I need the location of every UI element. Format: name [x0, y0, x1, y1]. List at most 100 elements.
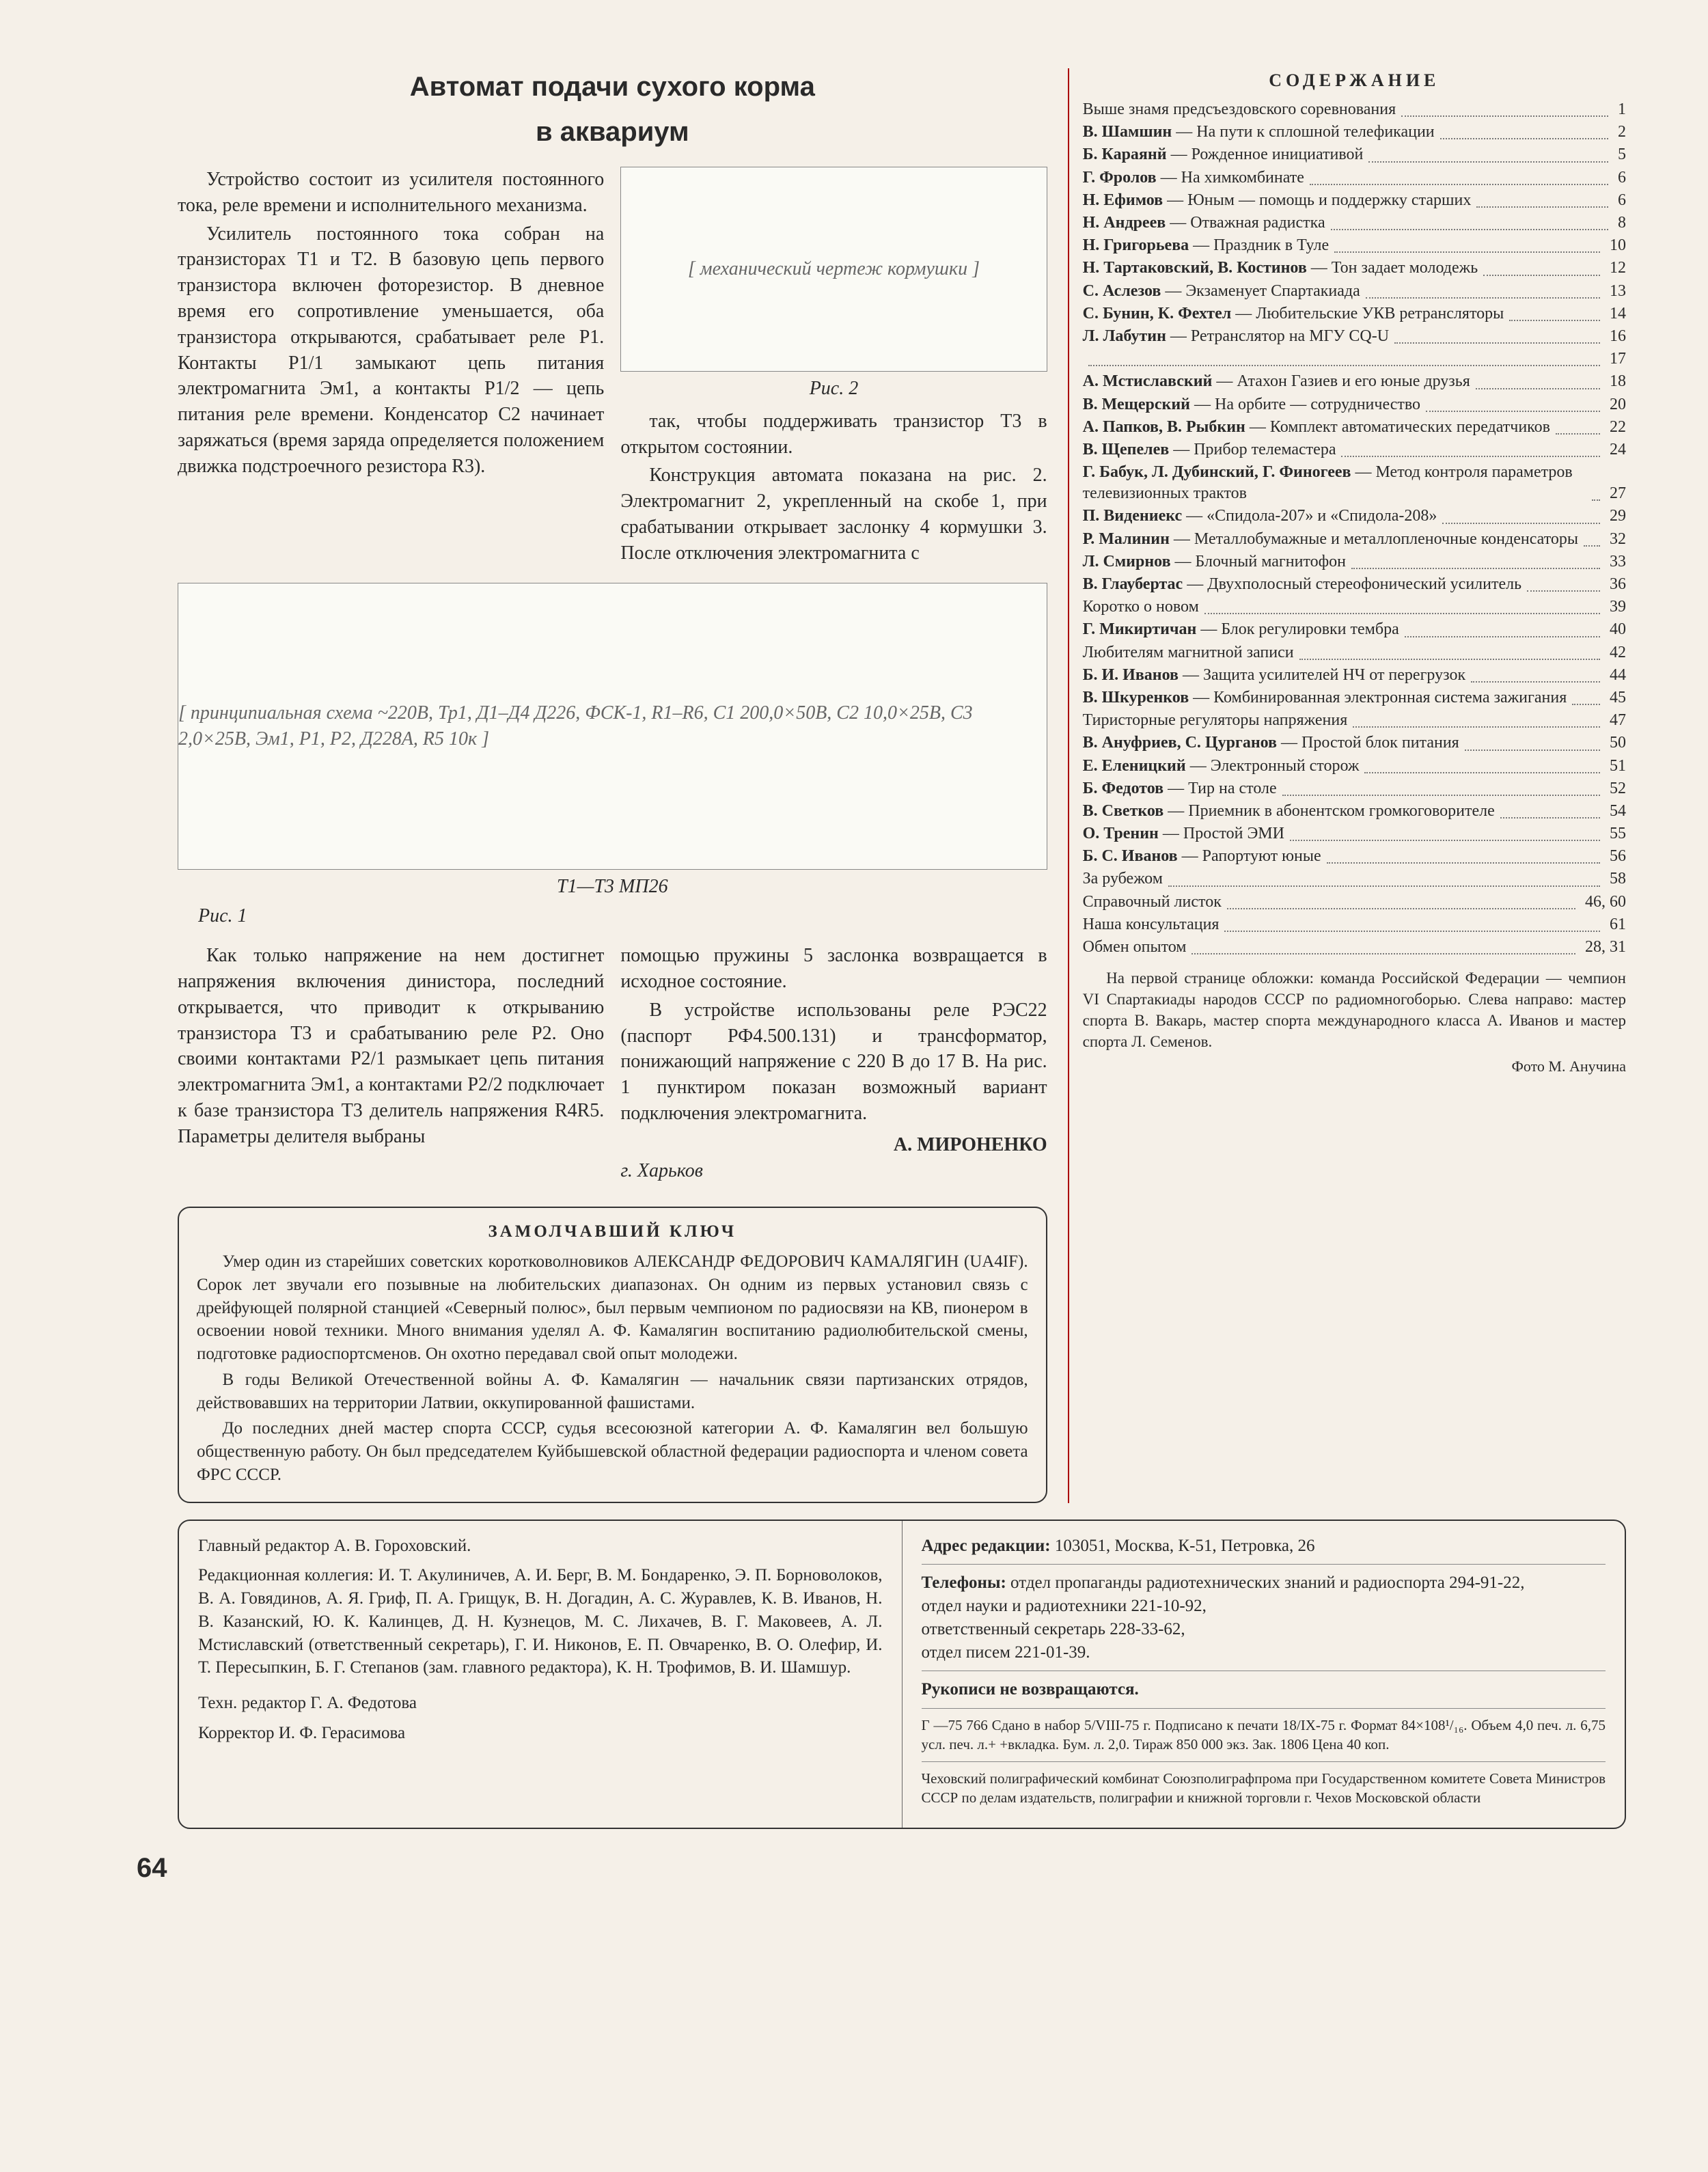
- toc-item-page: 61: [1606, 914, 1626, 935]
- toc-item: В. Глаубертас — Двухполосный стереофонич…: [1083, 574, 1626, 595]
- toc-item-text: Обмен опытом: [1083, 937, 1187, 958]
- toc-item: С. Аслезов — Экзаменует Спартакиада 13: [1083, 281, 1626, 302]
- paragraph: так, чтобы поддерживать транзистор T3 в …: [620, 409, 1047, 460]
- toc-item-page: 13: [1606, 281, 1626, 302]
- toc-item-text: Г. Фролов — На химкомбинате: [1083, 167, 1304, 189]
- toc-dots: [1310, 184, 1608, 185]
- toc-item-page: 18: [1606, 371, 1626, 392]
- toc-dots: [1353, 726, 1600, 728]
- toc-dots: [1471, 681, 1600, 683]
- toc-item-page: 42: [1606, 642, 1626, 663]
- toc-dots: [1442, 523, 1600, 524]
- toc-item: Л. Смирнов — Блочный магнитофон 33: [1083, 551, 1626, 573]
- toc-dots: [1368, 161, 1608, 163]
- paragraph: Усилитель постоянного тока собран на тра…: [178, 221, 604, 480]
- toc-item-page: 56: [1606, 846, 1626, 867]
- toc-item-page: 8: [1614, 212, 1626, 234]
- toc-item-page: 39: [1606, 596, 1626, 618]
- main-column: Автомат подачи сухого корма в аквариум У…: [178, 68, 1047, 1503]
- toc-dots: [1364, 772, 1600, 773]
- article-col-left-2: Как только напряжение на нем достигнет н…: [178, 943, 604, 1183]
- toc-dots: [1366, 297, 1600, 299]
- toc-dots: [1351, 568, 1600, 569]
- toc-item-page: 1: [1614, 99, 1626, 120]
- toc-dots: [1476, 388, 1600, 389]
- schematic-caption: T1—T3 МП26: [178, 874, 1047, 900]
- article-bottom-row: Как только напряжение на нем достигнет н…: [178, 943, 1047, 1183]
- imprint: Г —75 766 Сдано в набор 5/VIII-75 г. Под…: [922, 1716, 1606, 1755]
- toc-item: Выше знамя предсъездовского соревнования…: [1083, 99, 1626, 120]
- toc-item-text: Н. Тартаковский, В. Костинов — Тон задае…: [1083, 258, 1478, 279]
- toc-dots: [1331, 229, 1608, 230]
- article-col-right-2: помощью пружины 5 заслонка возвращается …: [620, 943, 1047, 1183]
- toc-dots: [1299, 659, 1600, 660]
- toc-item-page: 45: [1606, 687, 1626, 709]
- obituary-paragraph: До последних дней мастер спорта СССР, су…: [197, 1417, 1028, 1486]
- figure-2-label: Рис. 2: [620, 376, 1047, 402]
- toc-dots: [1327, 862, 1600, 864]
- toc-item: Л. Лабутин — Ретранслятор на МГУ CQ-U16: [1083, 326, 1626, 347]
- figure-placeholder: [ принципиальная схема ~220В, Тр1, Д1–Д4…: [178, 700, 1047, 752]
- toc-item-page: 33: [1606, 551, 1626, 573]
- toc-item-page: 58: [1606, 868, 1626, 890]
- toc-dots: [1556, 433, 1600, 435]
- toc-item-text: Любителям магнитной записи: [1083, 642, 1294, 663]
- toc-item: В. Ануфриев, С. Цурганов — Простой блок …: [1083, 732, 1626, 754]
- toc-dots: [1334, 251, 1600, 253]
- tech-editor: Техн. редактор Г. А. Федотова: [198, 1692, 883, 1715]
- toc-item-page: 5: [1614, 144, 1626, 165]
- toc-item-text: В. Мещерский — На орбите — сотрудничеств…: [1083, 394, 1420, 415]
- toc-item-text: Тиристорные регуляторы напряжения: [1083, 710, 1348, 731]
- toc-item-text: Коротко о новом: [1083, 596, 1199, 618]
- toc-item: Е. Еленицкий — Электронный сторож51: [1083, 756, 1626, 777]
- toc-item-text: Б. И. Иванов — Защита усилителей НЧ от п…: [1083, 665, 1466, 686]
- toc-dots: [1192, 953, 1575, 954]
- obituary-paragraph: Умер один из старейших советских коротко…: [197, 1250, 1028, 1366]
- toc-dots: [1465, 750, 1600, 751]
- article-subtitle: в аквариум: [178, 113, 1047, 150]
- toc-item: С. Бунин, К. Фехтел — Любительские УКВ р…: [1083, 303, 1626, 325]
- toc-item: Н. Ефимов — Юным — помощь и поддержку ст…: [1083, 190, 1626, 211]
- toc-dots: [1088, 365, 1600, 366]
- toc-item-text: Н. Григорьева — Праздник в Туле: [1083, 235, 1330, 256]
- obituary-paragraph: В годы Великой Отечественной войны А. Ф.…: [197, 1369, 1028, 1415]
- toc-item-page: 54: [1606, 801, 1626, 822]
- toc-item-text: П. Видениекс — «Спидола-207» и «Спидола-…: [1083, 506, 1437, 527]
- toc-item: Б. И. Иванов — Защита усилителей НЧ от п…: [1083, 665, 1626, 686]
- toc-item-page: 12: [1606, 258, 1626, 279]
- toc-dots: [1584, 545, 1600, 547]
- toc-item: В. Щепелев — Прибор телемастера24: [1083, 439, 1626, 460]
- toc-item: Г. Фролов — На химкомбинате6: [1083, 167, 1626, 189]
- toc-dots: [1394, 342, 1600, 344]
- figure-1-label: Рис. 1: [198, 903, 1047, 929]
- toc-dots: [1341, 456, 1600, 457]
- toc-item: Г. Микиртичан — Блок регулировки тембра4…: [1083, 619, 1626, 640]
- toc-item: В. Светков — Приемник в абонентском гром…: [1083, 801, 1626, 822]
- toc-item-page: 17: [1606, 348, 1626, 370]
- toc-item-page: 24: [1606, 439, 1626, 460]
- toc-item-page: 36: [1606, 574, 1626, 595]
- paragraph: Устройство состоит из усилителя постоянн…: [178, 167, 604, 219]
- toc-item-page: 44: [1606, 665, 1626, 686]
- toc-item-page: 50: [1606, 732, 1626, 754]
- toc-item-text: Л. Смирнов — Блочный магнитофон: [1083, 551, 1346, 573]
- toc-item-text: Справочный листок: [1083, 892, 1222, 913]
- toc-item-page: 46, 60: [1581, 892, 1626, 913]
- toc-list: Выше знамя предсъездовского соревнования…: [1083, 99, 1626, 958]
- toc-item: П. Видениекс — «Спидола-207» и «Спидола-…: [1083, 506, 1626, 527]
- toc-item: За рубежом58: [1083, 868, 1626, 890]
- toc-item: Наша консультация61: [1083, 914, 1626, 935]
- toc-item: А. Мстиславский — Атахон Газиев и его юн…: [1083, 371, 1626, 392]
- masthead-left: Главный редактор А. В. Гороховский. Реда…: [179, 1521, 903, 1828]
- toc-item-text: С. Аслезов — Экзаменует Спартакиада: [1083, 281, 1360, 302]
- toc-item-page: 16: [1606, 326, 1626, 347]
- toc-item: Обмен опытом28, 31: [1083, 937, 1626, 958]
- toc-item-page: 22: [1606, 417, 1626, 438]
- toc-item-text: Г. Бабук, Л. Дубинский, Г. Финогеев — Ме…: [1083, 462, 1586, 504]
- toc-dots: [1282, 795, 1600, 796]
- toc-item-page: 10: [1606, 235, 1626, 256]
- no-return: Рукописи не возвращаются.: [922, 1678, 1606, 1701]
- toc-item: Г. Бабук, Л. Дубинский, Г. Финогеев — Ме…: [1083, 462, 1626, 504]
- masthead-right: Адрес редакции: 103051, Москва, К-51, Пе…: [903, 1521, 1625, 1828]
- toc-item: Р. Малинин — Металлобумажные и металлопл…: [1083, 529, 1626, 550]
